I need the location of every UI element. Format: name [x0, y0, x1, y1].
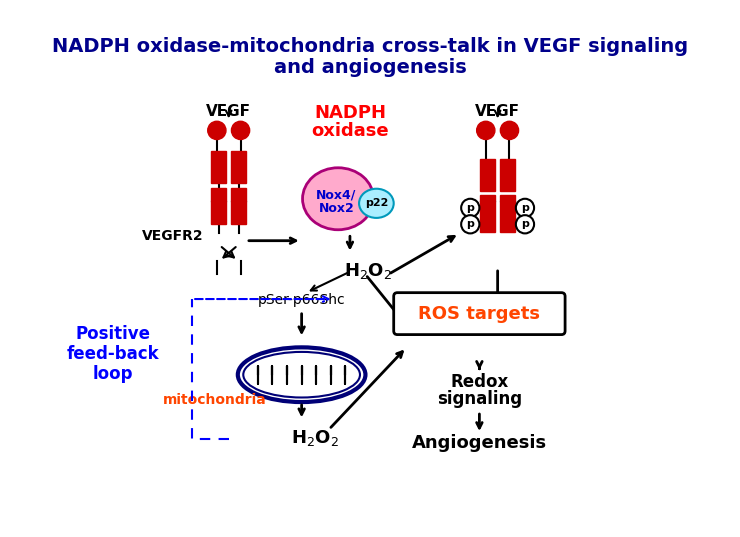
Text: mitochondria: mitochondria	[163, 393, 267, 407]
Text: p: p	[466, 203, 474, 213]
Text: signaling: signaling	[437, 390, 522, 408]
Circle shape	[461, 199, 480, 217]
Text: Angiogenesis: Angiogenesis	[412, 434, 547, 452]
Bar	[480, 158, 495, 191]
Text: p: p	[521, 203, 529, 213]
Text: feed-back: feed-back	[67, 345, 159, 362]
Circle shape	[516, 215, 534, 234]
Circle shape	[461, 215, 480, 234]
Text: Redox: Redox	[450, 373, 508, 391]
Circle shape	[208, 121, 226, 140]
Bar	[212, 151, 226, 183]
Bar	[232, 188, 246, 224]
Text: pSer-p66Shc: pSer-p66Shc	[258, 293, 346, 307]
Text: Nox2: Nox2	[318, 202, 354, 215]
Bar	[212, 188, 226, 224]
FancyBboxPatch shape	[394, 293, 565, 335]
Ellipse shape	[359, 188, 394, 218]
Text: VEGF: VEGF	[475, 104, 520, 119]
Bar	[500, 195, 515, 231]
Text: VEGF: VEGF	[206, 104, 251, 119]
Circle shape	[477, 121, 495, 140]
Text: p: p	[521, 219, 529, 229]
Circle shape	[232, 121, 249, 140]
Text: NADPH: NADPH	[314, 104, 386, 122]
Text: loop: loop	[92, 365, 133, 383]
Bar	[480, 195, 495, 231]
Bar	[500, 158, 515, 191]
Circle shape	[516, 199, 534, 217]
Ellipse shape	[243, 352, 360, 397]
Text: and angiogenesis: and angiogenesis	[274, 59, 466, 77]
Bar	[232, 151, 246, 183]
Text: H$_2$O$_2$: H$_2$O$_2$	[292, 427, 340, 447]
Text: p: p	[466, 219, 474, 229]
Text: ROS targets: ROS targets	[418, 304, 540, 323]
Ellipse shape	[238, 347, 366, 402]
Text: oxidase: oxidase	[311, 122, 389, 140]
Text: H$_2$O$_2$: H$_2$O$_2$	[344, 261, 392, 281]
Text: VEGFR2: VEGFR2	[141, 229, 204, 243]
Text: NADPH oxidase-mitochondria cross-talk in VEGF signaling: NADPH oxidase-mitochondria cross-talk in…	[52, 38, 688, 56]
Text: Positive: Positive	[75, 324, 150, 343]
Text: Nox4/: Nox4/	[316, 188, 357, 201]
Text: p22: p22	[365, 198, 388, 208]
Circle shape	[500, 121, 519, 140]
Ellipse shape	[303, 168, 374, 230]
